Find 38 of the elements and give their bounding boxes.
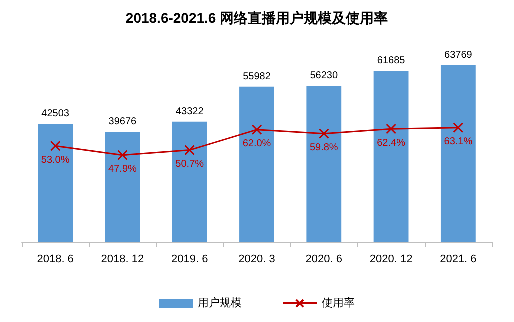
point	[50, 140, 61, 152]
point	[184, 145, 196, 156]
data-label: 50.7%	[176, 159, 204, 170]
data-label: 63.1%	[444, 136, 473, 148]
data-label: 42503	[42, 108, 70, 120]
point	[386, 124, 397, 134]
legend-label: 用户规模	[198, 296, 242, 310]
point	[318, 128, 330, 140]
bar	[440, 65, 476, 242]
x-tick-label: 2019. 6	[172, 254, 208, 266]
x-tick-label: 2021. 6	[440, 254, 477, 266]
point	[252, 124, 262, 136]
data-label: 59.8%	[310, 142, 338, 154]
x-tick-label: 2020. 3	[238, 254, 276, 266]
data-label: 56230	[310, 70, 338, 82]
point	[453, 122, 464, 134]
x-tick-label: 2018. 6	[37, 254, 74, 266]
x-tick-label: 2020. 12	[370, 254, 413, 266]
bar	[172, 122, 208, 242]
point	[117, 150, 128, 161]
x-tick-label: 2018. 12	[101, 254, 144, 266]
bar	[105, 132, 140, 242]
chart-title: 2018.6-2021.6 网络直播用户规模及使用率	[126, 10, 388, 26]
data-label: 47.9%	[108, 164, 137, 176]
x-tick-label: 2020. 6	[306, 254, 342, 266]
bar	[38, 124, 74, 242]
data-label: 62.0%	[242, 138, 272, 150]
bar	[240, 86, 274, 242]
legend-label: 使用率	[322, 296, 355, 310]
data-label: 63769	[444, 50, 473, 61]
bar	[306, 86, 342, 242]
data-label: 62.4%	[377, 138, 406, 149]
data-label: 55982	[243, 71, 272, 82]
data-label: 61685	[377, 56, 406, 67]
data-label: 53.0%	[41, 154, 70, 166]
data-label: 43322	[176, 106, 204, 118]
data-label: 39676	[108, 116, 138, 128]
bar	[374, 71, 409, 242]
